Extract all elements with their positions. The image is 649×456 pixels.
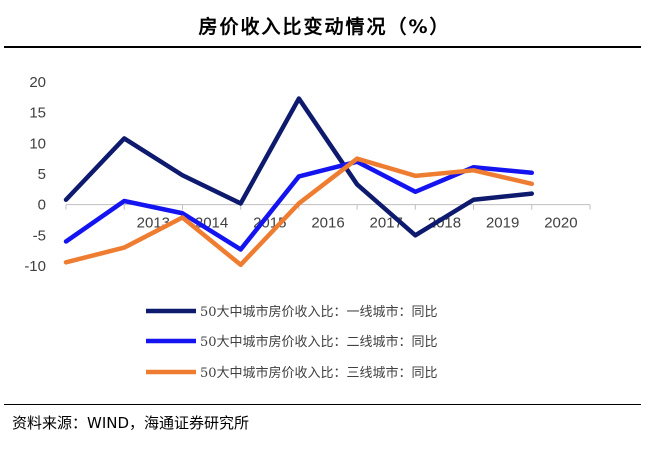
y-tick-label: 10 bbox=[29, 135, 46, 152]
x-axis: 2013 2014 2015 2016 2017 2018 2019 2020 bbox=[65, 204, 591, 232]
y-tick-label: 0 bbox=[38, 197, 46, 214]
legend-item: 50大中城市房价收入比：二线城市：同比 bbox=[146, 334, 438, 350]
x-tick-label: 2018 bbox=[428, 215, 461, 232]
y-axis-labels: 20 15 10 5 0 -5 -10 bbox=[24, 74, 46, 275]
x-tick-label: 2016 bbox=[311, 215, 344, 232]
y-tick-label: 5 bbox=[38, 166, 46, 183]
legend-label: 50大中城市房价收入比：三线城市：同比 bbox=[200, 365, 438, 381]
x-tick-label: 2019 bbox=[486, 215, 519, 232]
x-tick-label: 2020 bbox=[544, 215, 577, 232]
footer-divider bbox=[4, 404, 641, 405]
legend-item: 50大中城市房价收入比：一线城市：同比 bbox=[146, 304, 438, 320]
y-tick-label: -5 bbox=[33, 227, 46, 244]
title-divider bbox=[4, 46, 641, 48]
y-tick-label: -10 bbox=[24, 258, 46, 275]
series-line-3 bbox=[63, 156, 535, 268]
legend-label: 50大中城市房价收入比：一线城市：同比 bbox=[200, 304, 438, 320]
page-title: 房价收入比变动情况（%） bbox=[198, 16, 451, 38]
legend-item: 50大中城市房价收入比：三线城市：同比 bbox=[146, 365, 438, 381]
legend-label: 50大中城市房价收入比：二线城市：同比 bbox=[200, 334, 438, 350]
source-note: 资料来源：WIND，海通证券研究所 bbox=[12, 414, 250, 432]
legend: 50大中城市房价收入比：一线城市：同比 50大中城市房价收入比：二线城市：同比 50… bbox=[146, 304, 438, 381]
series-line-1 bbox=[63, 96, 535, 238]
y-tick-label: 20 bbox=[29, 74, 46, 91]
x-tick-label: 2013 bbox=[137, 215, 170, 232]
y-tick-label: 15 bbox=[29, 105, 46, 122]
series-line-2 bbox=[63, 159, 535, 252]
series-lines bbox=[63, 96, 535, 268]
